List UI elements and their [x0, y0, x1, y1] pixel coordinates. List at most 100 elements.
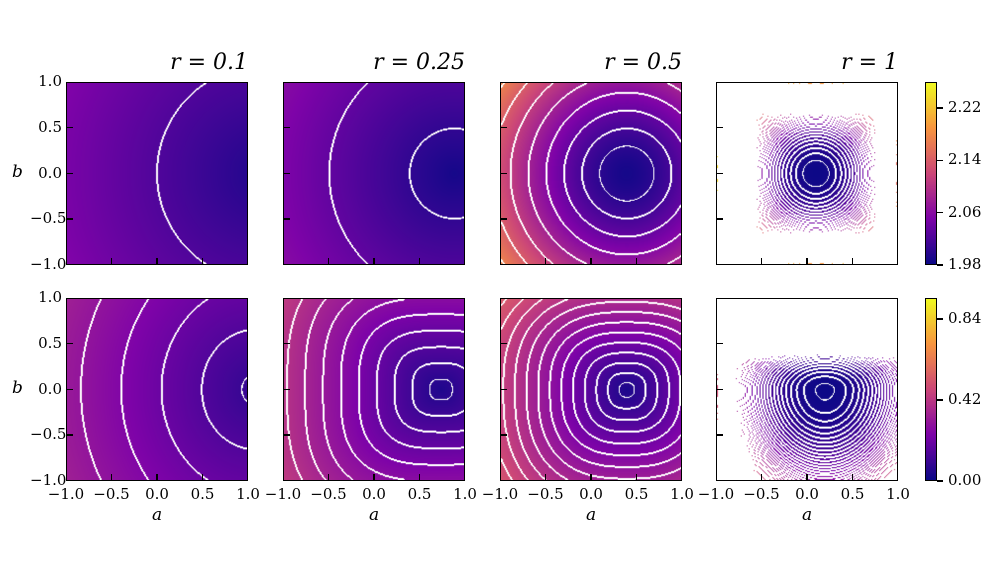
y-tick-mark: [501, 172, 507, 174]
heatmap-panel-r0.1-row2: [66, 298, 248, 481]
y-tick-mark: [501, 434, 507, 436]
y-tick-mark: [67, 342, 73, 345]
x-tick-mark: [327, 258, 329, 264]
heatmap-panel-r0.25-row2: [283, 298, 465, 481]
colorbar-tick-label: 2.22: [948, 98, 982, 117]
x-tick-mark: [851, 474, 853, 480]
y-tick-mark: [501, 126, 507, 129]
x-tick-label: 0.0: [362, 485, 386, 503]
y-tick-mark: [501, 218, 507, 220]
x-tick-label: 0.5: [624, 485, 649, 503]
x-tick-mark: [373, 258, 375, 264]
colorbar-gradient: [926, 83, 936, 264]
y-tick-mark: [67, 172, 73, 174]
x-tick-mark: [544, 258, 546, 264]
y-tick-label: 1.0: [38, 72, 62, 90]
x-tick-label: −1.0: [481, 485, 519, 503]
x-tick-mark: [806, 258, 808, 264]
x-tick-label: −0.5: [527, 485, 564, 503]
y-tick-mark: [284, 218, 290, 220]
y-axis-label: b: [12, 161, 23, 182]
x-tick-mark: [418, 258, 420, 264]
x-tick-label: −1.0: [264, 485, 302, 503]
x-tick-label: 0.0: [579, 485, 603, 503]
heatmap-canvas: [717, 299, 897, 480]
heatmap-panel-r0.5-row1: [500, 82, 682, 265]
heatmap-panel-r0.25-row1: [283, 82, 465, 265]
colorbar-tick-label: 0.00: [948, 471, 982, 489]
x-tick-mark: [590, 258, 592, 264]
x-tick-mark: [201, 474, 203, 480]
y-tick-label: −1.0: [30, 255, 67, 273]
x-tick-mark: [156, 474, 158, 480]
colorbar-tick-mark: [937, 159, 943, 162]
x-tick-label: −0.5: [743, 485, 780, 503]
x-tick-mark: [635, 474, 637, 480]
heatmap-panel-r1-row1: [716, 82, 898, 265]
heatmap-canvas: [501, 299, 681, 480]
x-tick-label: 1.0: [453, 485, 477, 503]
y-tick-mark: [717, 218, 723, 220]
x-tick-label: −1.0: [697, 485, 735, 503]
x-tick-mark: [110, 474, 112, 480]
heatmap-canvas: [284, 83, 464, 264]
heatmap-canvas: [717, 83, 897, 264]
y-tick-mark: [501, 388, 507, 390]
heatmap-panel-r1-row2: [716, 298, 898, 481]
y-tick-mark: [67, 218, 73, 220]
x-tick-label: 1.0: [886, 485, 910, 503]
colorbar-tick-label: 1.98: [948, 255, 982, 273]
heatmap-canvas: [284, 299, 464, 480]
x-tick-mark: [110, 258, 112, 264]
colorbar-tick-mark: [937, 399, 943, 401]
y-tick-mark: [284, 172, 290, 174]
colorbar-row1: [925, 82, 937, 265]
colorbar-tick-mark: [937, 211, 943, 214]
y-tick-mark: [67, 434, 73, 436]
x-axis-label: a: [802, 505, 813, 525]
x-tick-mark: [418, 474, 420, 480]
x-tick-mark: [760, 258, 762, 264]
x-tick-mark: [635, 258, 637, 264]
y-tick-label: 0.0: [38, 163, 62, 182]
heatmap-canvas: [67, 83, 247, 264]
y-tick-mark: [67, 388, 73, 390]
x-tick-label: −1.0: [47, 485, 85, 503]
panel-title: r = 1: [841, 50, 898, 75]
x-tick-label: −0.5: [310, 485, 347, 503]
y-tick-mark: [67, 126, 73, 129]
x-tick-mark: [201, 258, 203, 264]
y-tick-mark: [501, 342, 507, 345]
y-tick-mark: [717, 388, 723, 390]
y-tick-mark: [284, 342, 290, 345]
y-tick-mark: [717, 172, 723, 174]
x-tick-label: 1.0: [670, 485, 694, 503]
colorbar-row2: [925, 298, 937, 481]
colorbar-tick-label: 0.42: [948, 390, 982, 409]
x-axis-label: a: [586, 505, 597, 525]
x-tick-label: 0.5: [190, 485, 215, 503]
panel-title: r = 0.25: [373, 50, 465, 75]
y-tick-label: 1.0: [38, 288, 62, 306]
colorbar-tick-mark: [937, 480, 943, 482]
y-tick-mark: [717, 434, 723, 436]
y-tick-label: 0.0: [38, 379, 62, 398]
panel-title: r = 0.1: [170, 50, 248, 75]
heatmap-panel-r0.1-row1: [66, 82, 248, 265]
colorbar-tick-label: 2.14: [948, 150, 982, 169]
heatmap-panel-r0.5-row2: [500, 298, 682, 481]
colorbar-tick-mark: [937, 264, 943, 266]
y-tick-mark: [717, 342, 723, 345]
x-tick-label: 0.0: [145, 485, 169, 503]
x-tick-mark: [327, 474, 329, 480]
y-tick-mark: [284, 434, 290, 436]
y-tick-mark: [284, 126, 290, 129]
heatmap-canvas: [67, 299, 247, 480]
x-tick-mark: [590, 474, 592, 480]
heatmap-canvas: [501, 83, 681, 264]
x-tick-mark: [156, 258, 158, 264]
x-tick-label: 0.5: [407, 485, 432, 503]
y-tick-label: −0.5: [30, 425, 67, 444]
x-tick-mark: [544, 474, 546, 480]
